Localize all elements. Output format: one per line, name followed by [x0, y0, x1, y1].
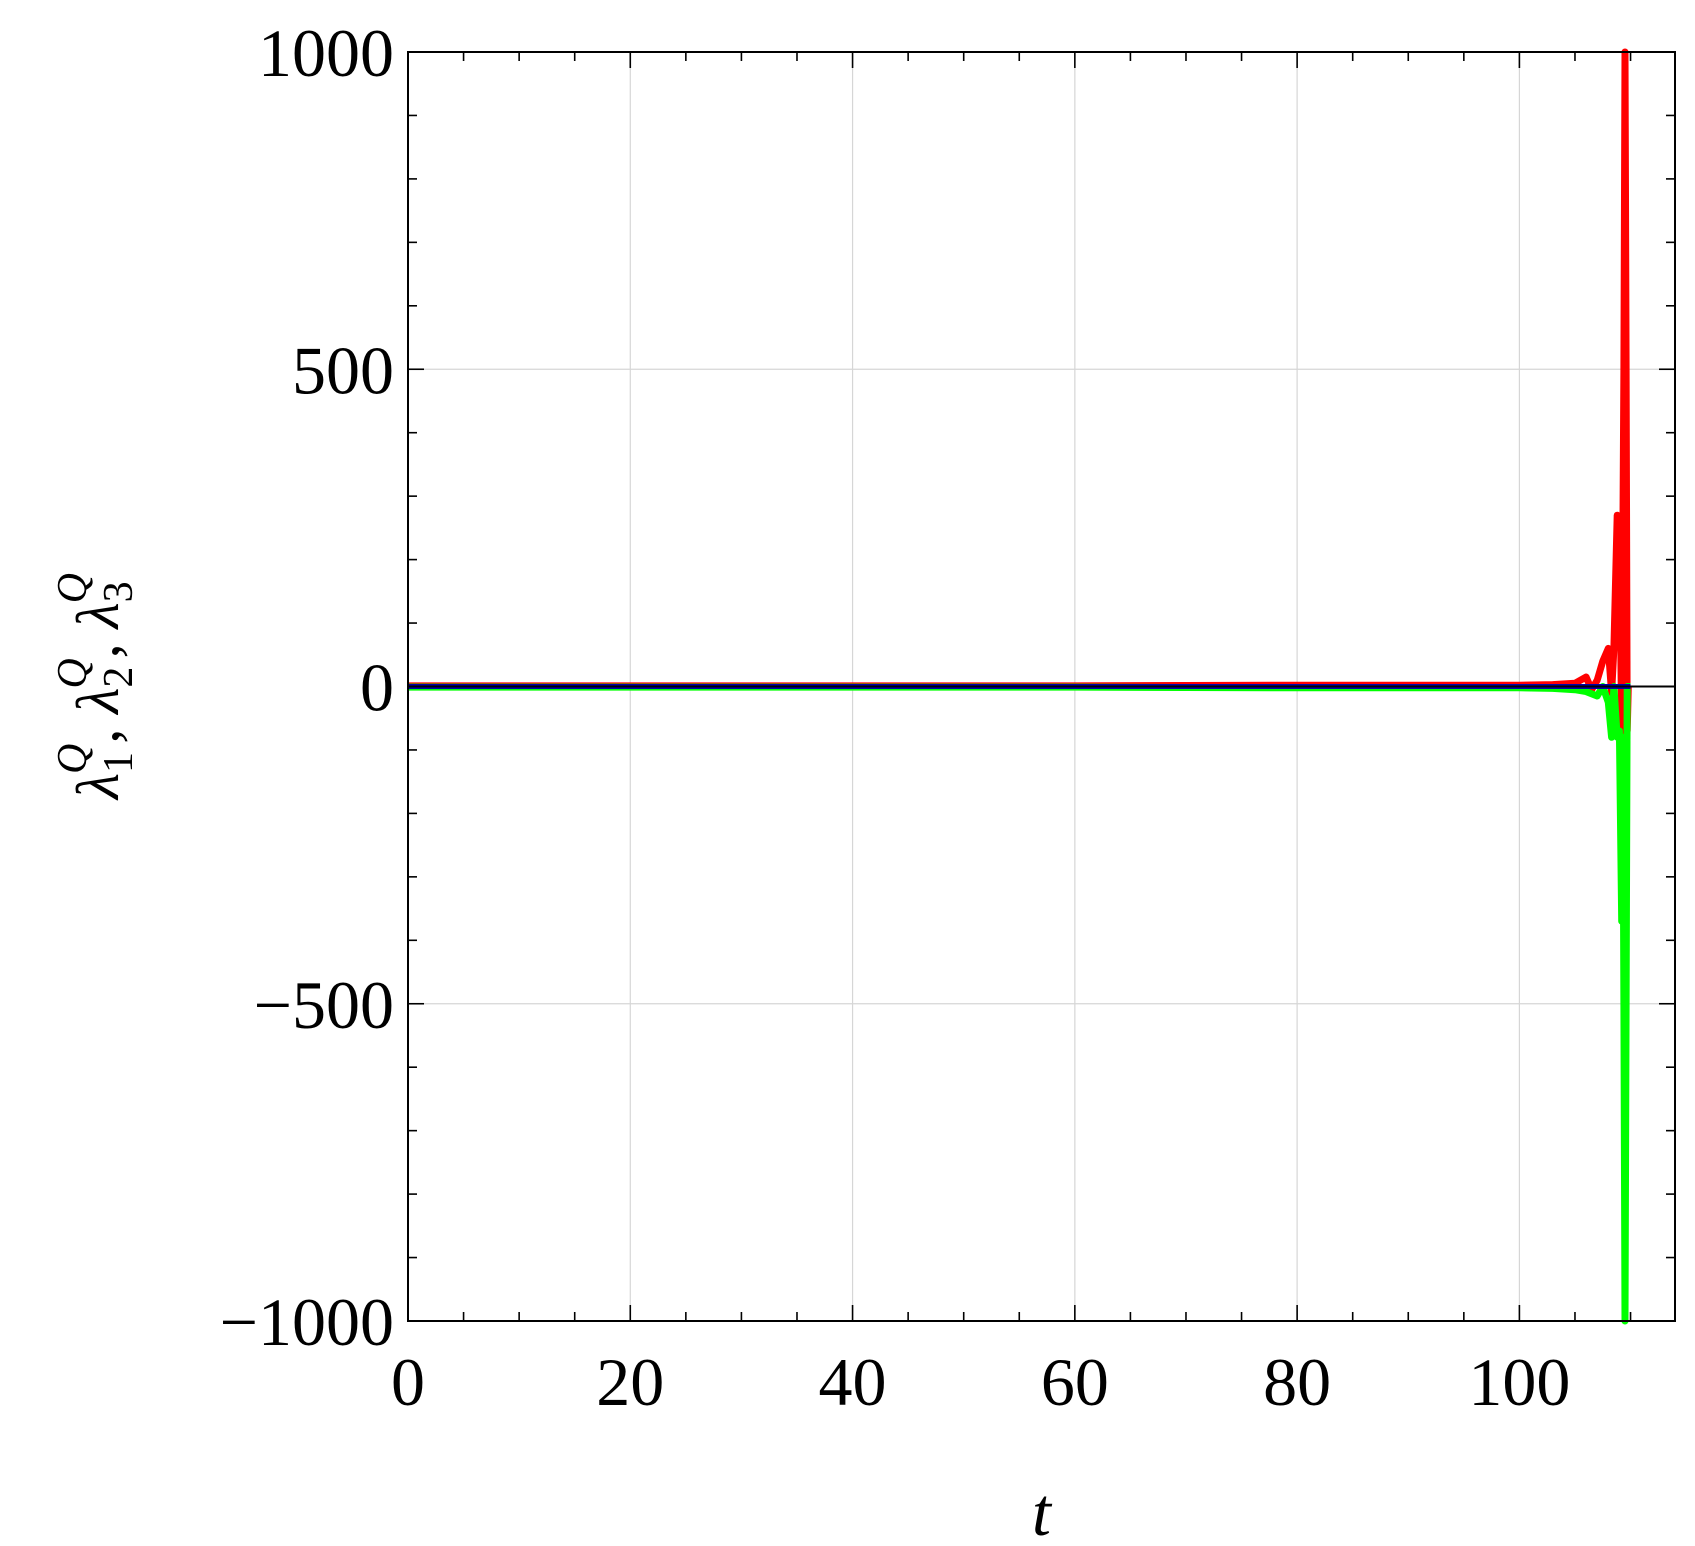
y-label-superscript: Q: [50, 744, 96, 774]
y-label-symbol: λ: [65, 688, 131, 716]
tick-marks: [407, 51, 1675, 1322]
y-label-superscript: Q: [50, 658, 96, 688]
x-axis-label: t: [1032, 1474, 1053, 1546]
series-line-1: [408, 48, 1632, 735]
y-tick-label: 1000: [258, 15, 394, 91]
x-tick-label: 40: [819, 1344, 887, 1420]
y-label-symbol: λ: [65, 602, 131, 630]
y-label-separator: ,: [65, 628, 131, 658]
x-tick-labels: 0 20 40 60 80 100: [391, 1344, 1570, 1420]
y-label-subscript: 2: [96, 667, 142, 688]
y-tick-label: 500: [292, 332, 394, 408]
y-tick-label: −1000: [220, 1284, 394, 1360]
y-label-symbol: λ: [65, 773, 131, 801]
x-tick-label: 100: [1468, 1344, 1570, 1420]
y-label-separator: ,: [65, 714, 131, 744]
y-label-superscript: Q: [50, 573, 96, 603]
y-tick-label: −500: [254, 967, 394, 1043]
y-tick-label: 0: [360, 650, 394, 726]
x-tick-label: 0: [391, 1344, 425, 1420]
y-label-subscript: 3: [96, 581, 142, 602]
x-tick-label: 20: [596, 1344, 664, 1420]
x-tick-label: 80: [1263, 1344, 1331, 1420]
y-tick-labels: −1000 −500 0 500 1000: [220, 15, 394, 1360]
x-tick-label: 60: [1041, 1344, 1109, 1420]
y-label-subscript: 1: [96, 752, 142, 773]
y-axis-label: λ1Q, λ2Q, λ3Q: [50, 573, 142, 801]
